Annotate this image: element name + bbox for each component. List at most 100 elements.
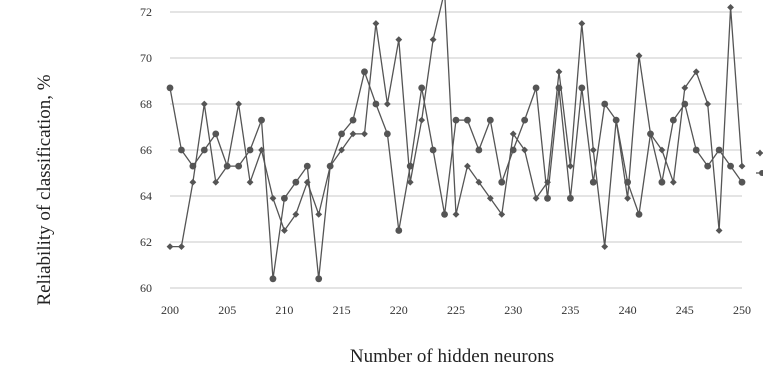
data-point-diamond [486,194,494,202]
series-line [169,71,743,280]
data-point-diamond [635,52,643,60]
data-point-diamond [418,116,426,124]
y-tick-label: 68 [140,97,152,111]
data-point-circle [235,162,243,170]
data-point-diamond [727,4,734,11]
y-tick-label: 70 [140,51,152,65]
x-tick-label: 250 [733,303,751,317]
data-point-circle [692,146,700,154]
x-tick-label: 220 [390,303,408,317]
data-point-diamond [292,211,300,218]
data-point-circle [658,178,666,186]
data-point-circle [704,162,712,170]
data-point-diamond [235,100,243,108]
data-point-diamond [361,130,368,138]
data-point-circle [498,178,506,186]
x-tick-label: 240 [619,303,637,317]
data-point-diamond [715,227,723,234]
data-point-circle [532,84,540,92]
data-point-circle [669,116,677,124]
data-point-circle [349,116,357,124]
x-tick-label: 200 [161,303,179,317]
grid-lines [170,11,742,289]
x-tick-label: 225 [447,303,465,317]
data-point-diamond [567,162,574,170]
data-point-circle [727,162,734,170]
data-point-circle [464,116,471,124]
data-point-circle [315,275,323,283]
data-point-circle [178,146,185,154]
data-point-diamond [246,178,254,186]
series-circle [166,68,746,283]
data-point-circle [361,68,368,76]
data-point-circle [715,146,723,154]
data-point-diamond [383,100,391,108]
y-tick-label: 60 [140,281,152,295]
data-point-diamond [669,178,677,186]
legend-marker-diamond [757,149,763,157]
data-point-circle [429,146,437,154]
data-point-diamond [372,20,380,27]
data-point-circle [486,116,494,124]
data-point-diamond [269,194,277,202]
data-point-circle [258,116,265,124]
x-tick-label: 205 [218,303,236,317]
data-point-circle [589,178,597,186]
data-point-circle [269,275,277,283]
data-point-circle [601,100,609,108]
data-point-circle [635,211,643,218]
data-point-diamond [692,68,700,76]
data-point-diamond [681,84,689,92]
data-point-diamond [624,194,631,202]
data-point-diamond [612,116,620,124]
data-point-circle [544,194,551,202]
data-point-diamond [338,146,345,154]
y-axis-title: Reliability of classification, % [34,74,55,305]
data-point-circle [372,100,380,108]
data-point-circle [383,130,391,138]
data-point-diamond [326,162,334,170]
data-point-circle [395,227,403,234]
y-tick-label: 66 [140,143,152,157]
legend-marker-circle [759,170,763,176]
data-point-diamond [406,178,414,186]
data-point-diamond [315,211,323,218]
data-point-diamond [303,178,311,186]
series-diamond [166,0,746,250]
data-point-diamond [429,36,437,43]
x-axis-ticks: 200 205 210 215 220 225 230 235 240 245 250 [161,303,751,317]
data-point-circle [418,84,426,92]
x-tick-label: 235 [561,303,579,317]
data-point-circle [452,116,460,124]
data-point-diamond [166,243,174,250]
data-point-circle [738,178,746,186]
data-point-diamond [223,162,231,170]
data-point-diamond [555,68,563,76]
data-point-circle [475,146,483,154]
data-point-diamond [452,211,460,218]
data-point-diamond [521,146,529,154]
data-point-circle [166,84,174,92]
data-point-diamond [647,130,654,138]
y-axis-ticks: 60 62 64 66 68 70 72 [140,5,152,295]
y-tick-label: 72 [140,5,152,19]
data-point-circle [521,116,529,124]
data-point-circle [246,146,254,154]
data-point-circle [200,146,208,154]
data-point-circle [212,130,220,138]
data-point-diamond [589,146,597,154]
data-point-circle [578,84,586,92]
data-point-circle [281,194,288,202]
data-point-diamond [212,178,220,186]
data-point-circle [303,162,311,170]
x-tick-label: 210 [275,303,293,317]
data-point-diamond [704,100,712,108]
data-point-circle [441,211,448,218]
data-point-diamond [532,194,540,202]
data-point-diamond [258,146,265,154]
data-point-diamond [509,130,517,138]
data-point-diamond [601,243,609,250]
y-tick-label: 64 [140,189,152,203]
data-point-diamond [498,211,506,218]
